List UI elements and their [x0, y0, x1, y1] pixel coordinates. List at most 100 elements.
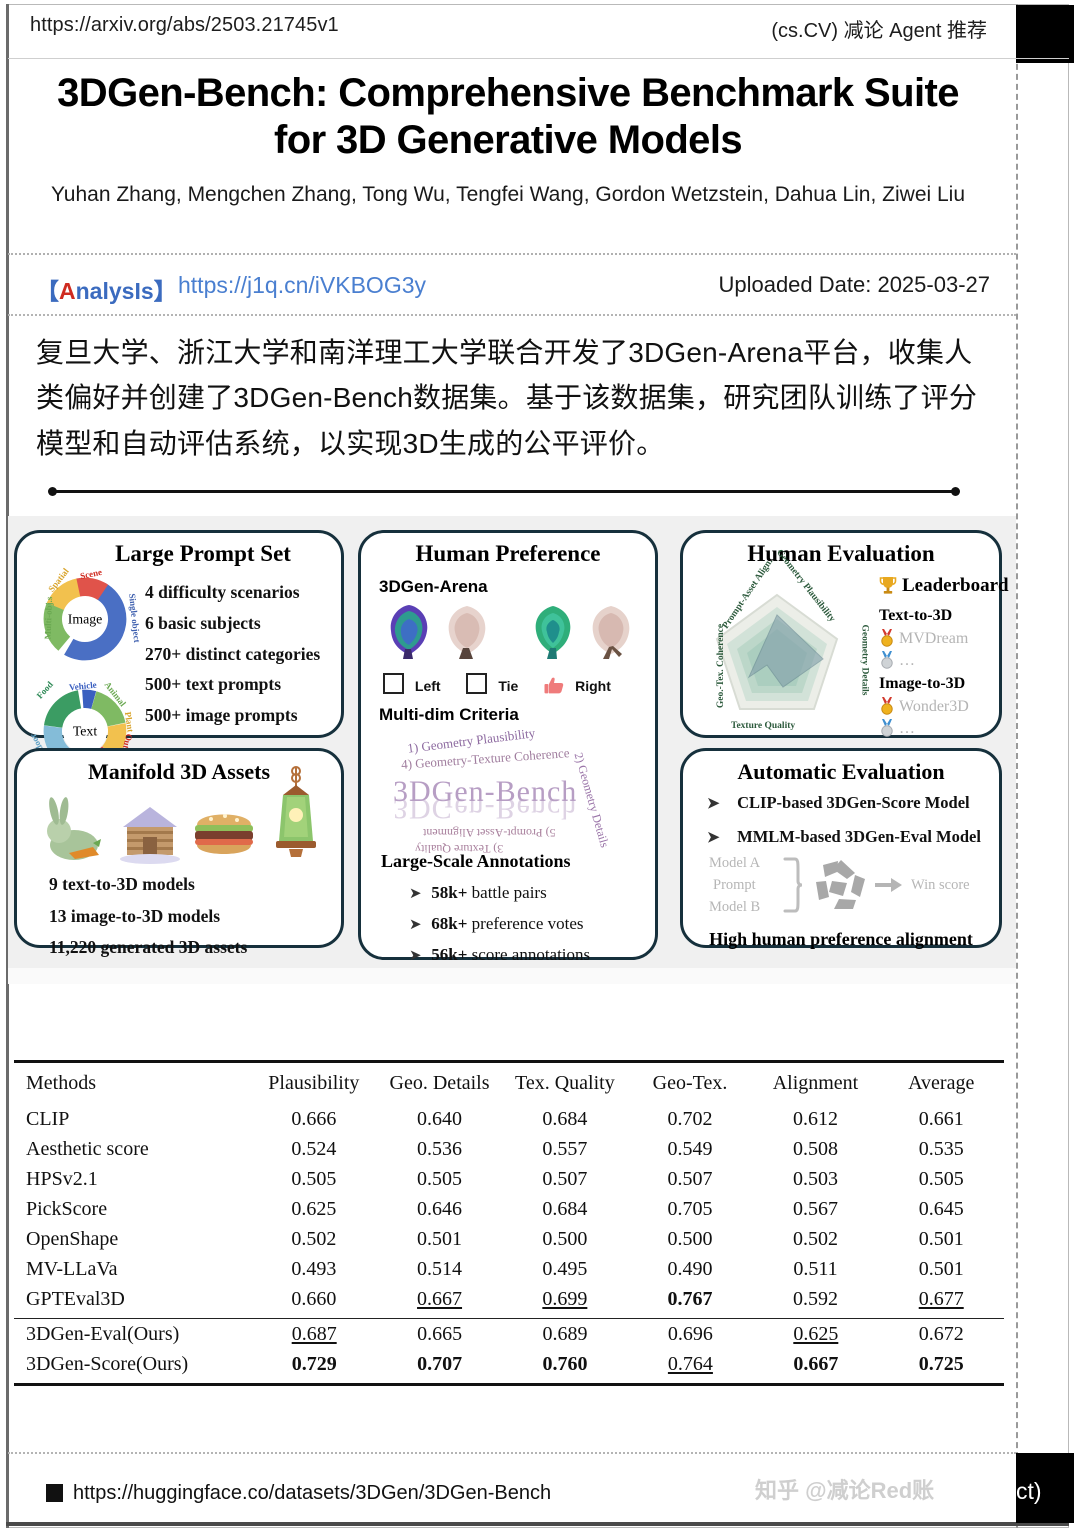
arrow-bullet-icon: ➤ [707, 796, 720, 812]
card-title-manifold-assets: Manifold 3D Assets [87, 759, 271, 784]
annotation-label-0: battle pairs [471, 883, 547, 902]
table-row: 3DGen-Eval(Ours) 0.687 0.665 0.689 0.696 0.62… [14, 1319, 1004, 1349]
subheading-multidim-criteria: Multi-dim Criteria [379, 705, 519, 724]
dumbbell-dot-left [48, 487, 57, 496]
table-header-methods: Methods [26, 1072, 96, 1094]
pipeline-diagram: Model A Prompt Model B Win sc [709, 855, 989, 917]
table-row: 3DGen-Score(Ours) 0.729 0.707 0.760 0.764 0.6… [14, 1349, 1004, 1379]
table-cell-value: 0.725 [918, 1352, 964, 1375]
table-cell-value: 0.646 [417, 1197, 463, 1220]
table-cell-value: 0.557 [542, 1137, 588, 1160]
table-cell-value: 0.507 [667, 1167, 713, 1190]
table-cell-value: 0.665 [417, 1322, 463, 1345]
table-cell-value: 0.696 [667, 1322, 713, 1345]
pipeline-label-model-b: Model B [709, 899, 761, 915]
table-header-tex-quality: Tex. Quality [515, 1072, 615, 1094]
table-cell-value: 0.501 [918, 1257, 964, 1280]
table-cell-value: 0.667 [417, 1287, 463, 1310]
top-right-black-block [1016, 5, 1074, 63]
leaderboard-image-second-name: … [899, 720, 915, 737]
left-rule [6, 4, 9, 1528]
prompt-set-item-2: 270+ distinct categories [145, 643, 321, 664]
radar-axis-label-texture-quality: Texture Quality [731, 721, 796, 731]
results-table-ours: 3DGen-Eval(Ours) 0.687 0.665 0.689 0.696 0.62… [14, 1319, 1004, 1379]
dumbbell-divider [48, 487, 960, 497]
summary-text: 复旦大学、浙江大学和南洋理工大学联合开发了3DGen-Arena平台，收集人类偏… [36, 337, 978, 459]
table-cell-value: 0.760 [542, 1352, 588, 1375]
footer-corner-text: ct) [1016, 1478, 1042, 1504]
dumbbell-bar [54, 490, 954, 493]
watermark: 知乎 @减论Red账 [755, 1478, 935, 1503]
table-row: CLIP 0.666 0.640 0.684 0.702 0.612 0.661 [14, 1104, 1004, 1134]
table-cell-method: PickScore [26, 1197, 108, 1220]
assets-list: 9 text-to-3D models 13 image-to-3D model… [49, 869, 247, 964]
checkbox-left[interactable] [383, 673, 404, 694]
table-row: GPTEval3D 0.660 0.667 0.699 0.767 0.592 0.677 [14, 1284, 1004, 1314]
analysis-link[interactable]: https://j1q.cn/iVKBOG3y [178, 272, 427, 298]
donut-label-single-object: Single object [127, 592, 143, 644]
card-large-prompt-set: Large Prompt Set Image Scene Spatial Mul… [14, 530, 344, 773]
arena-choice-row: Left Tie Right [383, 673, 641, 699]
shape-rose-right-b [592, 606, 630, 659]
arxiv-url[interactable]: https://arxiv.org/abs/2503.21745v1 [30, 14, 339, 36]
annotation-item-0: ➤ 58k+ battle pairs [409, 883, 649, 903]
results-table: Methods Plausibility Geo. Details Tex. Q… [14, 1063, 1004, 1314]
table-cell-value: 0.661 [918, 1107, 964, 1130]
table-cell-value: 0.645 [918, 1197, 964, 1220]
table-cell-value: 0.705 [667, 1197, 713, 1220]
card-title-human-evaluation: Human Evaluation [747, 541, 935, 566]
table-cell-value: 0.672 [918, 1322, 964, 1345]
results-table-wrapper: Methods Plausibility Geo. Details Tex. Q… [14, 1060, 1004, 1386]
brace-icon [783, 857, 803, 913]
card-human-evaluation: Human Evaluation Prompt-Asset Align. Geo… [680, 530, 1009, 738]
table-cell-value: 0.493 [291, 1257, 337, 1280]
asset-rabbit-icon [47, 797, 101, 860]
auto-eval-item-1-label: MMLM-based 3DGen-Eval Model [737, 827, 981, 846]
table-top-rule [14, 1060, 1004, 1063]
footer-link-row[interactable]: https://huggingface.co/datasets/3DGen/3D… [46, 1482, 551, 1505]
header-divider [8, 58, 1069, 59]
donut-label-plant: Plant [122, 711, 136, 733]
checkbox-tie[interactable] [466, 673, 488, 694]
table-cell-value: 0.549 [667, 1137, 713, 1160]
card-title-automatic-evaluation: Automatic Evaluation [737, 759, 945, 784]
table-header-alignment: Alignment [772, 1072, 859, 1094]
shape-rose-right-a [535, 606, 571, 659]
table-cell-value: 0.507 [542, 1167, 588, 1190]
shape-rose-left-b [448, 606, 486, 659]
annotation-value-0: 58k+ [431, 883, 468, 902]
gold-medal-icon [881, 629, 893, 647]
choice-label-left: Left [414, 678, 441, 694]
table-mid-rule [14, 1318, 1004, 1319]
asset-cabin-icon [120, 807, 180, 864]
table-cell-value: 0.625 [291, 1197, 337, 1220]
table-cell-value: 0.666 [291, 1107, 337, 1130]
table-cell-value: 0.495 [542, 1257, 588, 1280]
annotations-heading: Large-Scale Annotations [381, 851, 571, 871]
table-cell-value: 0.702 [667, 1107, 713, 1130]
pipeline-label-prompt: Prompt [713, 877, 756, 893]
table-cell-value: 0.535 [918, 1137, 964, 1160]
auto-eval-footer: High human preference alignment [709, 929, 973, 949]
table-header-plausibility: Plausibility [268, 1072, 360, 1094]
trophy-icon [879, 577, 897, 594]
table-cell-method: 3DGen-Eval(Ours) [26, 1322, 180, 1345]
thumbs-up-icon[interactable] [544, 677, 564, 694]
leaderboard-text-second-name: … [899, 652, 915, 669]
arrow-bullet-icon: ➤ [409, 948, 422, 964]
asset-thumbnails [31, 766, 331, 864]
table-cell-value: 0.687 [291, 1322, 337, 1345]
annotation-label-1: preference votes [471, 914, 584, 933]
table-cell-value: 0.505 [291, 1167, 337, 1190]
table-row: OpenShape 0.502 0.501 0.500 0.500 0.502 0.501 [14, 1224, 1004, 1254]
uploaded-date: Uploaded Date: 2025-03-27 [718, 272, 990, 297]
table-cell-value: 0.505 [417, 1167, 463, 1190]
table-cell-value: 0.640 [417, 1107, 463, 1130]
card-title-prompt-set: Large Prompt Set [115, 541, 291, 566]
table-cell-value: 0.503 [792, 1167, 838, 1190]
table-cell-value: 0.625 [793, 1322, 839, 1345]
leaderboard-section-text-to-3d: Text-to-3D [879, 607, 953, 624]
donut-label-multiobj: Multi-obj.s [42, 596, 55, 640]
table-cell-method: CLIP [26, 1107, 70, 1130]
